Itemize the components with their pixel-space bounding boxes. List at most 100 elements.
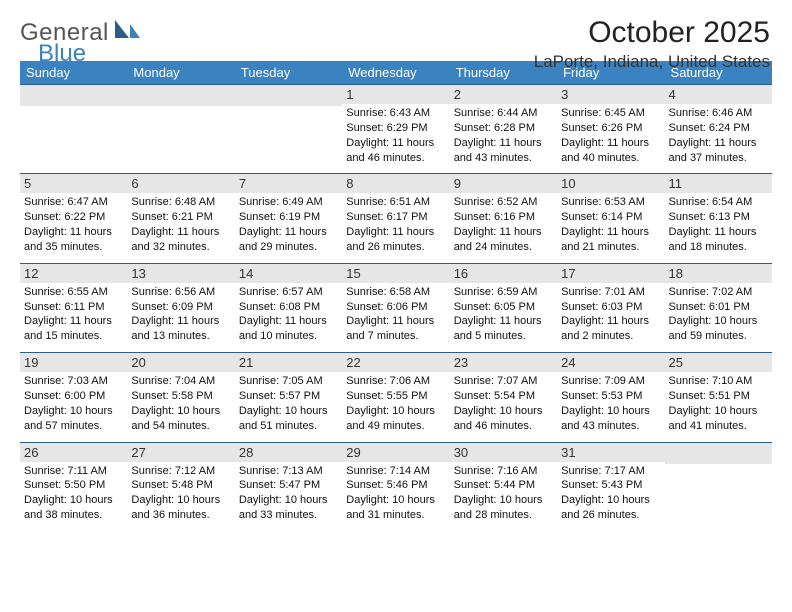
day-details: Sunrise: 7:14 AMSunset: 5:46 PMDaylight:… [342,462,449,531]
calendar-day-cell: 1Sunrise: 6:43 AMSunset: 6:29 PMDaylight… [342,84,449,173]
calendar-day-cell: 26Sunrise: 7:11 AMSunset: 5:50 PMDayligh… [20,442,127,531]
logo-text-blue-wrap: Blue [38,40,86,68]
day-number: 11 [665,173,772,193]
calendar-day-cell [665,442,772,531]
calendar-day-cell: 19Sunrise: 7:03 AMSunset: 6:00 PMDayligh… [20,352,127,441]
day-number: 15 [342,263,449,283]
calendar-day-cell: 31Sunrise: 7:17 AMSunset: 5:43 PMDayligh… [557,442,664,531]
day-number: 31 [557,442,664,462]
day-number: 28 [235,442,342,462]
day-details: Sunrise: 6:52 AMSunset: 6:16 PMDaylight:… [450,193,557,262]
calendar-day-cell: 8Sunrise: 6:51 AMSunset: 6:17 PMDaylight… [342,173,449,262]
day-details: Sunrise: 7:04 AMSunset: 5:58 PMDaylight:… [127,372,234,441]
calendar-day-cell: 10Sunrise: 6:53 AMSunset: 6:14 PMDayligh… [557,173,664,262]
day-details: Sunrise: 7:10 AMSunset: 5:51 PMDaylight:… [665,372,772,441]
day-details: Sunrise: 7:12 AMSunset: 5:48 PMDaylight:… [127,462,234,531]
day-details: Sunrise: 7:02 AMSunset: 6:01 PMDaylight:… [665,283,772,352]
day-number: 2 [450,84,557,104]
day-details: Sunrise: 7:01 AMSunset: 6:03 PMDaylight:… [557,283,664,352]
calendar-day-cell: 11Sunrise: 6:54 AMSunset: 6:13 PMDayligh… [665,173,772,262]
day-number: 4 [665,84,772,104]
day-number: 5 [20,173,127,193]
calendar-day-cell: 4Sunrise: 6:46 AMSunset: 6:24 PMDaylight… [665,84,772,173]
calendar-day-cell: 3Sunrise: 6:45 AMSunset: 6:26 PMDaylight… [557,84,664,173]
day-details: Sunrise: 6:45 AMSunset: 6:26 PMDaylight:… [557,104,664,173]
day-details: Sunrise: 7:11 AMSunset: 5:50 PMDaylight:… [20,462,127,531]
calendar-week-row: 26Sunrise: 7:11 AMSunset: 5:50 PMDayligh… [20,442,772,531]
calendar-day-cell: 21Sunrise: 7:05 AMSunset: 5:57 PMDayligh… [235,352,342,441]
day-details: Sunrise: 6:57 AMSunset: 6:08 PMDaylight:… [235,283,342,352]
day-details: Sunrise: 6:59 AMSunset: 6:05 PMDaylight:… [450,283,557,352]
calendar-day-cell: 24Sunrise: 7:09 AMSunset: 5:53 PMDayligh… [557,352,664,441]
day-details: Sunrise: 6:53 AMSunset: 6:14 PMDaylight:… [557,193,664,262]
calendar-day-cell: 13Sunrise: 6:56 AMSunset: 6:09 PMDayligh… [127,263,234,352]
calendar-day-cell: 18Sunrise: 7:02 AMSunset: 6:01 PMDayligh… [665,263,772,352]
calendar-day-cell: 14Sunrise: 6:57 AMSunset: 6:08 PMDayligh… [235,263,342,352]
day-number: 9 [450,173,557,193]
calendar-day-cell [20,84,127,173]
weekday-header: Wednesday [342,61,449,84]
day-number: 14 [235,263,342,283]
calendar-day-cell: 22Sunrise: 7:06 AMSunset: 5:55 PMDayligh… [342,352,449,441]
day-details: Sunrise: 6:47 AMSunset: 6:22 PMDaylight:… [20,193,127,262]
day-details: Sunrise: 7:09 AMSunset: 5:53 PMDaylight:… [557,372,664,441]
day-details: Sunrise: 6:51 AMSunset: 6:17 PMDaylight:… [342,193,449,262]
header-right: October 2025 LaPorte, Indiana, United St… [534,16,770,72]
day-number: 24 [557,352,664,372]
calendar-body: 1Sunrise: 6:43 AMSunset: 6:29 PMDaylight… [20,84,772,531]
day-number: 27 [127,442,234,462]
day-number: 17 [557,263,664,283]
weekday-header: Monday [127,61,234,84]
day-number: 25 [665,352,772,372]
day-details: Sunrise: 7:07 AMSunset: 5:54 PMDaylight:… [450,372,557,441]
day-number: 20 [127,352,234,372]
calendar-table: SundayMondayTuesdayWednesdayThursdayFrid… [20,61,772,531]
calendar-day-cell: 20Sunrise: 7:04 AMSunset: 5:58 PMDayligh… [127,352,234,441]
calendar-day-cell: 9Sunrise: 6:52 AMSunset: 6:16 PMDaylight… [450,173,557,262]
calendar-day-cell: 2Sunrise: 6:44 AMSunset: 6:28 PMDaylight… [450,84,557,173]
day-details: Sunrise: 6:48 AMSunset: 6:21 PMDaylight:… [127,193,234,262]
day-number: 7 [235,173,342,193]
day-number: 26 [20,442,127,462]
day-details: Sunrise: 6:49 AMSunset: 6:19 PMDaylight:… [235,193,342,262]
calendar-day-cell: 29Sunrise: 7:14 AMSunset: 5:46 PMDayligh… [342,442,449,531]
day-details: Sunrise: 6:55 AMSunset: 6:11 PMDaylight:… [20,283,127,352]
location-text: LaPorte, Indiana, United States [534,52,770,72]
day-number: 16 [450,263,557,283]
day-number: 1 [342,84,449,104]
calendar-day-cell: 5Sunrise: 6:47 AMSunset: 6:22 PMDaylight… [20,173,127,262]
day-details: Sunrise: 7:03 AMSunset: 6:00 PMDaylight:… [20,372,127,441]
day-details: Sunrise: 6:46 AMSunset: 6:24 PMDaylight:… [665,104,772,173]
calendar-week-row: 1Sunrise: 6:43 AMSunset: 6:29 PMDaylight… [20,84,772,173]
day-number-empty [665,442,772,464]
day-number: 3 [557,84,664,104]
day-details: Sunrise: 7:16 AMSunset: 5:44 PMDaylight:… [450,462,557,531]
day-details-empty [665,464,772,522]
calendar-day-cell: 23Sunrise: 7:07 AMSunset: 5:54 PMDayligh… [450,352,557,441]
day-number: 22 [342,352,449,372]
day-details: Sunrise: 7:13 AMSunset: 5:47 PMDaylight:… [235,462,342,531]
calendar-day-cell: 25Sunrise: 7:10 AMSunset: 5:51 PMDayligh… [665,352,772,441]
day-number: 30 [450,442,557,462]
day-details: Sunrise: 7:05 AMSunset: 5:57 PMDaylight:… [235,372,342,441]
day-number: 21 [235,352,342,372]
day-details-empty [235,106,342,164]
logo-text-blue: Blue [38,40,86,67]
calendar-day-cell: 16Sunrise: 6:59 AMSunset: 6:05 PMDayligh… [450,263,557,352]
day-details: Sunrise: 6:43 AMSunset: 6:29 PMDaylight:… [342,104,449,173]
calendar-day-cell: 17Sunrise: 7:01 AMSunset: 6:03 PMDayligh… [557,263,664,352]
calendar-day-cell: 7Sunrise: 6:49 AMSunset: 6:19 PMDaylight… [235,173,342,262]
day-details-empty [127,106,234,164]
month-title: October 2025 [534,16,770,50]
calendar-week-row: 12Sunrise: 6:55 AMSunset: 6:11 PMDayligh… [20,263,772,352]
day-number: 23 [450,352,557,372]
calendar-day-cell: 6Sunrise: 6:48 AMSunset: 6:21 PMDaylight… [127,173,234,262]
calendar-page: General Blue October 2025 LaPorte, India… [0,0,792,612]
logo-sail-icon [113,18,141,47]
day-number: 10 [557,173,664,193]
calendar-day-cell: 15Sunrise: 6:58 AMSunset: 6:06 PMDayligh… [342,263,449,352]
day-details: Sunrise: 6:44 AMSunset: 6:28 PMDaylight:… [450,104,557,173]
day-details-empty [20,106,127,164]
day-details: Sunrise: 7:06 AMSunset: 5:55 PMDaylight:… [342,372,449,441]
day-number: 29 [342,442,449,462]
